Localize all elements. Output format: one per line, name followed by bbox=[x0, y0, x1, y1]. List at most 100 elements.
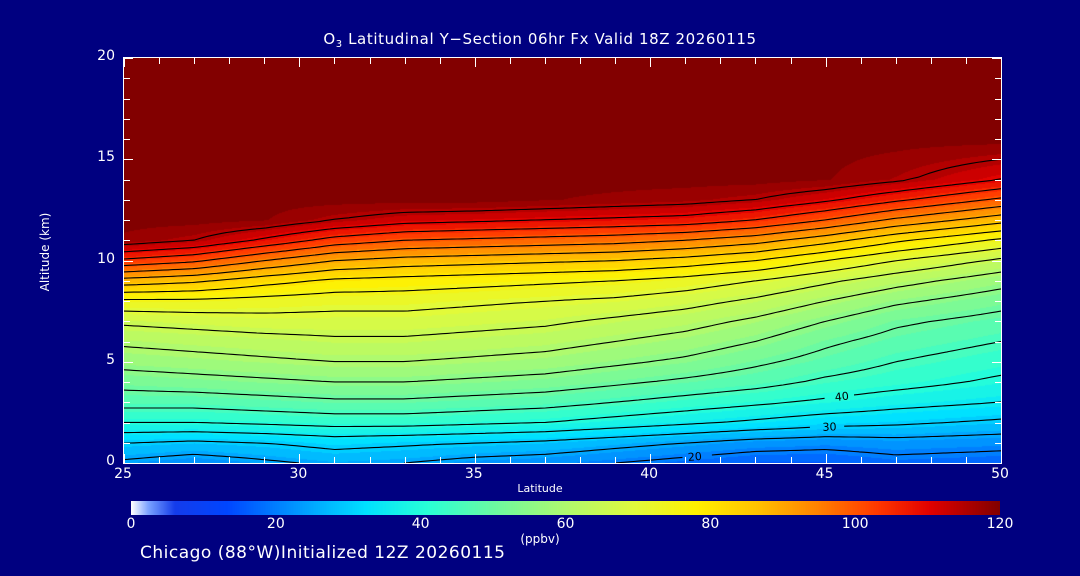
contour-line bbox=[404, 433, 1001, 463]
x-axis-tick bbox=[299, 454, 301, 463]
y-axis-tick bbox=[124, 422, 130, 424]
x-axis-tick bbox=[615, 58, 617, 64]
y-axis-tick bbox=[992, 463, 1001, 464]
x-axis-tick bbox=[650, 454, 652, 463]
y-axis-tick bbox=[124, 402, 130, 404]
contour-line bbox=[124, 238, 1001, 301]
y-axis-tick bbox=[995, 341, 1001, 343]
contour-line bbox=[124, 271, 1001, 363]
x-axis-tick bbox=[685, 457, 687, 463]
x-axis-tick bbox=[825, 58, 827, 67]
x-axis-tick bbox=[229, 58, 231, 64]
x-axis-tick bbox=[965, 457, 967, 463]
y-axis-tick bbox=[124, 98, 130, 100]
x-axis-tick bbox=[404, 457, 406, 463]
x-axis-tick-label: 35 bbox=[464, 466, 483, 482]
contour-line bbox=[124, 230, 1001, 293]
y-axis-tick bbox=[995, 220, 1001, 221]
x-axis-tick bbox=[860, 58, 862, 64]
x-axis-tick bbox=[580, 58, 582, 64]
x-axis-tick bbox=[930, 457, 932, 463]
y-axis-tick bbox=[124, 463, 133, 464]
y-axis-tick bbox=[995, 301, 1001, 302]
y-axis-tick bbox=[124, 78, 130, 80]
x-axis-tick bbox=[264, 58, 266, 64]
contour-overlay: 20 30 40 bbox=[124, 158, 1001, 463]
colorbar-tick-label: 60 bbox=[556, 516, 575, 532]
y-axis-tick-label: 0 bbox=[106, 453, 115, 469]
colorbar-tick-label: 80 bbox=[701, 516, 720, 532]
contour-line bbox=[124, 158, 1001, 246]
y-axis-tick bbox=[124, 179, 130, 181]
y-axis-tick bbox=[992, 260, 1001, 262]
y-axis-tick-label: 20 bbox=[97, 48, 115, 64]
y-axis-tick bbox=[124, 260, 133, 262]
contour-line bbox=[124, 340, 1001, 415]
x-axis-tick bbox=[334, 58, 336, 64]
x-axis-tick bbox=[124, 58, 125, 67]
colorbar-units-label: (ppbv) bbox=[520, 532, 560, 546]
x-axis-label: Latitude bbox=[517, 482, 563, 495]
x-axis-tick bbox=[544, 58, 546, 64]
y-axis-tick bbox=[995, 98, 1001, 100]
colorbar-tick-label: 0 bbox=[126, 516, 136, 532]
y-axis-tick bbox=[995, 78, 1001, 80]
contour-line bbox=[615, 448, 1001, 463]
y-axis-tick bbox=[995, 382, 1001, 383]
x-axis-tick bbox=[930, 58, 932, 64]
x-axis-tick bbox=[474, 454, 476, 463]
y-axis-tick bbox=[995, 280, 1001, 282]
x-axis-tick bbox=[159, 58, 161, 64]
contour-line bbox=[124, 288, 1001, 383]
x-axis-tick bbox=[369, 58, 371, 64]
x-axis-tick bbox=[124, 454, 125, 463]
contour-label: 20 bbox=[687, 450, 702, 463]
x-axis-tick bbox=[685, 58, 687, 64]
x-axis-tick-label: 30 bbox=[289, 466, 308, 482]
y-axis-tick bbox=[124, 321, 130, 323]
x-axis-tick-label: 45 bbox=[815, 466, 834, 482]
x-axis-tick bbox=[720, 457, 722, 463]
contour-line bbox=[124, 257, 1001, 337]
y-axis-tick bbox=[995, 442, 1001, 444]
y-axis-tick bbox=[124, 382, 130, 383]
contour-line bbox=[124, 453, 300, 463]
y-axis-tick bbox=[124, 442, 130, 444]
x-axis-tick bbox=[1001, 58, 1002, 67]
x-axis-tick bbox=[895, 58, 897, 64]
y-axis-tick bbox=[124, 361, 133, 363]
contour-line bbox=[124, 205, 1001, 273]
contour-line bbox=[124, 401, 1001, 438]
x-axis-tick-label: 25 bbox=[114, 466, 132, 482]
y-axis-tick bbox=[995, 422, 1001, 424]
x-axis-tick bbox=[194, 58, 196, 64]
y-axis-tick bbox=[124, 159, 133, 161]
contour-line bbox=[124, 310, 1001, 400]
y-axis-tick bbox=[124, 118, 130, 120]
colorbar-gradient bbox=[131, 501, 1000, 515]
contour-line bbox=[124, 222, 1001, 286]
x-axis-tick bbox=[650, 58, 652, 67]
footer-caption: Chicago (88°W)Initialized 12Z 20260115 bbox=[140, 543, 506, 563]
colorbar-tick-label: 100 bbox=[841, 516, 869, 532]
x-axis-tick bbox=[895, 457, 897, 463]
x-axis-tick bbox=[439, 457, 441, 463]
x-axis-tick bbox=[615, 457, 617, 463]
x-axis-tick-label: 40 bbox=[640, 466, 659, 482]
y-axis-tick bbox=[124, 199, 130, 201]
y-axis-tick bbox=[124, 58, 133, 59]
y-axis-label: Altitude (km) bbox=[38, 212, 52, 292]
y-axis-tick bbox=[995, 402, 1001, 404]
x-axis-tick bbox=[580, 457, 582, 463]
plot-area: 20 30 40 bbox=[123, 57, 1002, 464]
x-axis-tick bbox=[755, 457, 757, 463]
contour-label: 30 bbox=[822, 420, 836, 433]
x-axis-tick bbox=[404, 58, 406, 64]
y-axis-tick bbox=[992, 58, 1001, 59]
x-axis-tick bbox=[825, 454, 827, 463]
y-axis-tick bbox=[124, 301, 130, 302]
contour-line bbox=[124, 214, 1001, 279]
x-axis-tick bbox=[790, 58, 792, 64]
x-axis-tick bbox=[334, 457, 336, 463]
x-axis-tick bbox=[474, 58, 476, 67]
